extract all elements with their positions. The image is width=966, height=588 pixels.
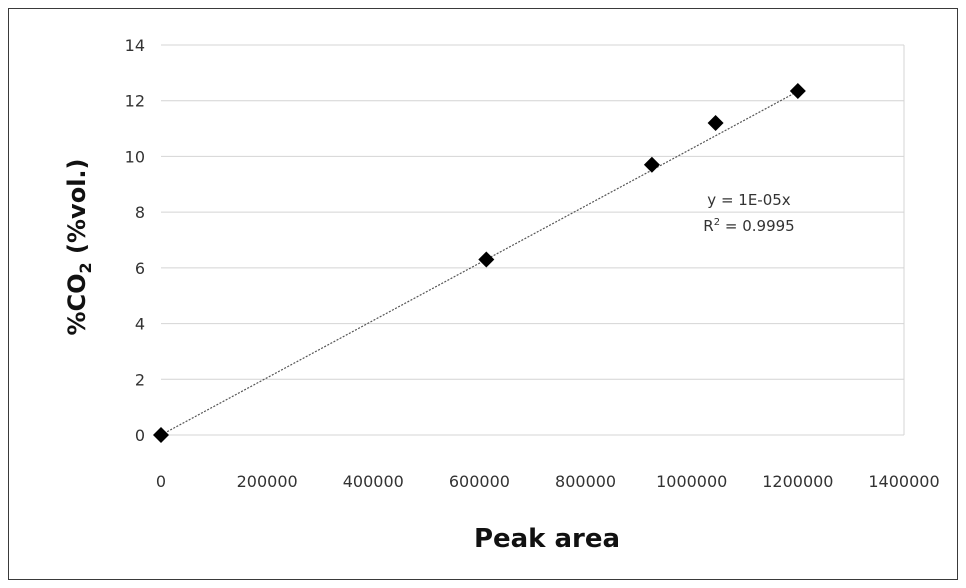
chart-frame: 0 2 4 6 8 10 12 14 0 200000 400000 600000 800000 100… [8, 8, 958, 580]
y-axis-title-subscript: 2 [76, 262, 95, 273]
scatter-chart: 0 2 4 6 8 10 12 14 0 200000 400000 600000 800000 100… [63, 36, 940, 554]
y-axis-title-tail: (%vol.) [63, 158, 91, 262]
r-squared-value: = 0.9995 [720, 217, 795, 235]
data-point-1 [478, 251, 495, 268]
y-tick-label: 10 [125, 147, 145, 166]
r-squared-prefix: R [703, 217, 713, 235]
y-tick-label: 12 [125, 92, 145, 111]
x-axis-title: Peak area [474, 524, 620, 554]
y-tick-labels: 0 2 4 6 8 10 12 14 [125, 36, 145, 445]
x-tick-label: 0 [156, 472, 166, 491]
data-point-4 [789, 82, 806, 99]
r-squared-label: R2 = 0.9995 [703, 217, 794, 235]
trendline [160, 90, 799, 436]
x-tick-labels: 0 200000 400000 600000 800000 1000000 1200000 1… [156, 472, 940, 491]
grid-lines [161, 44, 905, 436]
y-tick-label: 6 [135, 259, 145, 278]
x-tick-label: 800000 [555, 472, 616, 491]
data-points [153, 82, 806, 443]
y-axis-title-main: %CO [63, 273, 91, 335]
x-tick-label: 1000000 [656, 472, 727, 491]
y-tick-label: 4 [135, 315, 145, 334]
y-tick-label: 8 [135, 203, 145, 222]
y-axis-title: %CO2 (%vol.) [63, 158, 95, 335]
data-point-0 [153, 427, 169, 443]
y-tick-label: 14 [125, 36, 145, 55]
x-tick-label: 1200000 [762, 472, 833, 491]
x-tick-label: 600000 [449, 472, 510, 491]
data-point-2 [643, 156, 660, 173]
x-tick-label: 200000 [237, 472, 298, 491]
y-tick-label: 0 [135, 426, 145, 445]
x-tick-label: 400000 [343, 472, 404, 491]
r-squared-superscript: 2 [714, 217, 720, 228]
data-point-3 [707, 115, 724, 131]
y-tick-label: 2 [135, 370, 145, 389]
equation-label: y = 1E-05x [707, 191, 791, 209]
x-tick-label: 1400000 [868, 472, 939, 491]
